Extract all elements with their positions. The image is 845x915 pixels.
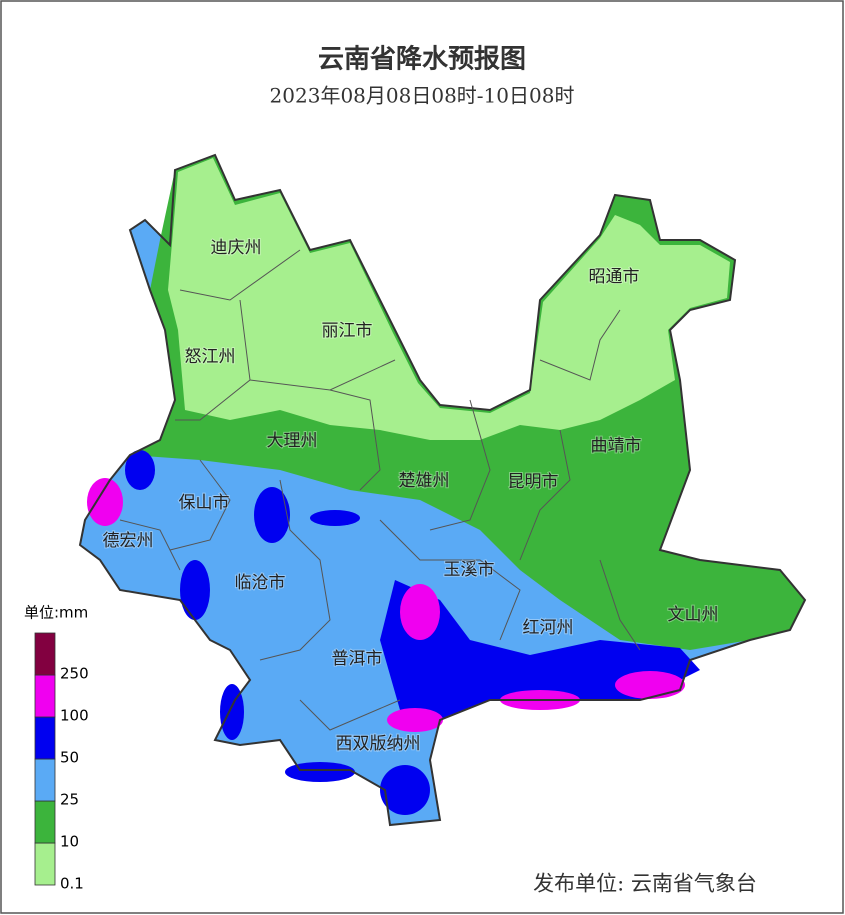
legend-swatch	[34, 758, 56, 802]
legend-label: 25	[60, 791, 79, 809]
region-label: 曲靖市	[591, 436, 642, 456]
rain-area	[285, 762, 355, 782]
title: 云南省降水预报图	[318, 44, 526, 75]
region-label: 丽江市	[322, 321, 373, 341]
legend-swatch	[34, 632, 56, 676]
region-label: 昭通市	[589, 267, 640, 287]
legend-label: 100	[60, 707, 89, 725]
rain-area	[254, 487, 290, 543]
region-label: 西双版纳州	[336, 734, 421, 754]
legend-label: 50	[60, 749, 79, 767]
legend-label: 10	[60, 833, 79, 851]
region-labels: 迪庆州 怒江州 丽江市 昭通市 大理州 曲靖市 保山市 楚雄州 昆明市 德宏州 …	[102, 237, 720, 755]
subtitle: 2023年08月08日08时-10日08时	[270, 84, 575, 108]
region-label: 大理州	[267, 431, 318, 451]
region-label: 保山市	[179, 493, 230, 513]
legend-label: 250	[60, 665, 89, 683]
rain-area	[380, 765, 430, 815]
rain-area	[615, 671, 685, 699]
rain-area	[180, 560, 210, 620]
province-border	[78, 153, 807, 827]
region-label: 临沧市	[235, 573, 286, 593]
region-label: 昆明市	[508, 472, 559, 492]
publisher: 发布单位: 云南省气象台	[533, 872, 757, 896]
region-label: 红河州	[523, 618, 574, 638]
rain-area	[125, 450, 155, 490]
region-label: 迪庆州	[211, 238, 262, 258]
region-label: 怒江州	[185, 347, 236, 367]
region-label: 玉溪市	[444, 560, 495, 580]
rain-area	[310, 510, 360, 526]
prefecture-borders	[119, 249, 641, 731]
legend-swatch	[34, 800, 56, 844]
rain-area	[387, 708, 443, 732]
legend-swatch	[34, 674, 56, 718]
region-label: 德宏州	[103, 531, 154, 551]
region-label: 普洱市	[332, 649, 383, 669]
region-label: 文山州	[668, 605, 719, 625]
rain-area	[168, 158, 730, 440]
legend-label: 0.1	[60, 875, 84, 893]
legend-swatch	[34, 716, 56, 760]
region-label: 楚雄州	[399, 471, 450, 491]
legend-unit: 单位:mm	[24, 604, 88, 622]
rain-area	[400, 584, 440, 640]
rain-area	[87, 478, 123, 526]
rain-area	[220, 684, 244, 740]
legend-swatch	[34, 842, 56, 886]
legend: 单位:mm 0.1 10 25 50 100 250	[24, 604, 89, 893]
map	[78, 153, 807, 827]
